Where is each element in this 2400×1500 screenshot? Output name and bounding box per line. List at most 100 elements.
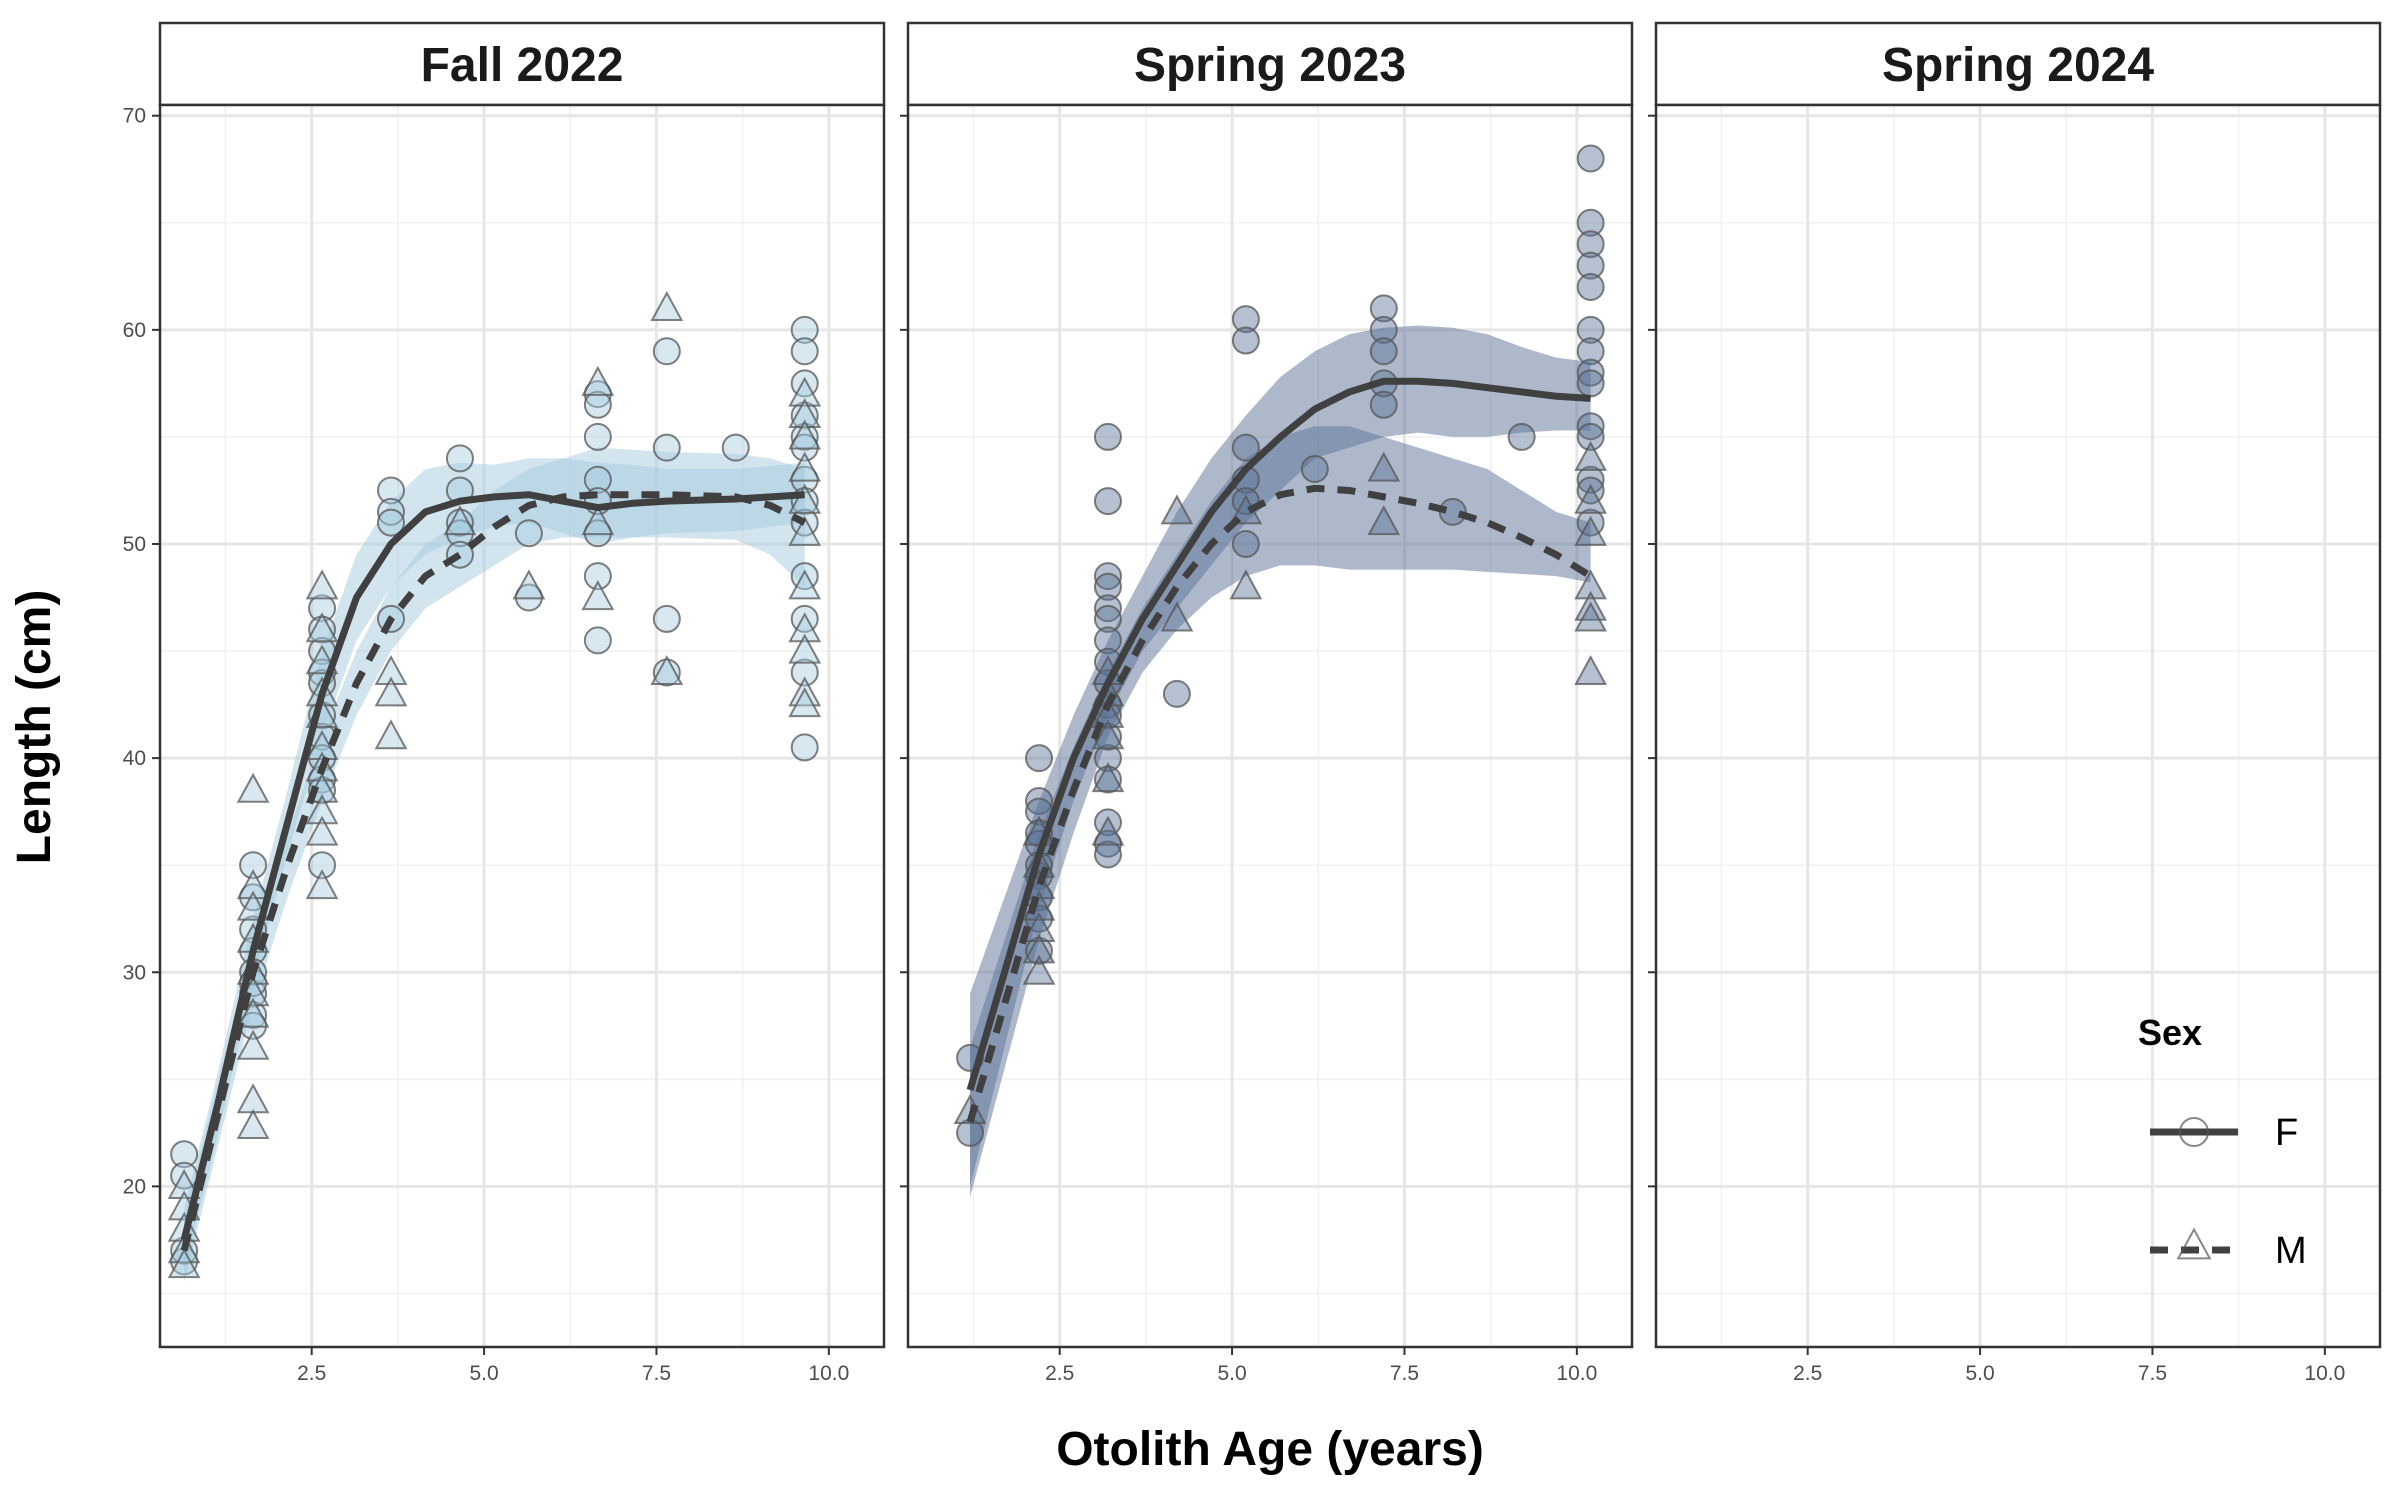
data-points xyxy=(167,290,822,1279)
point-F xyxy=(1369,337,1398,366)
legend-label: M xyxy=(2275,1230,2307,1272)
point-M xyxy=(1022,911,1056,942)
point-M xyxy=(1091,815,1125,846)
y-tick-label: 50 xyxy=(123,533,146,556)
y-axis xyxy=(1648,114,1656,1188)
point-M xyxy=(788,633,822,664)
point-M xyxy=(788,612,822,643)
plot-background xyxy=(908,105,1632,1347)
point-M xyxy=(581,505,615,536)
point-F xyxy=(445,444,474,473)
y-tick-label: 60 xyxy=(123,319,146,342)
point-M xyxy=(1367,505,1401,536)
point-F xyxy=(652,337,681,366)
point-M xyxy=(1160,494,1194,525)
fit-lines xyxy=(966,377,1593,1124)
point-M xyxy=(1574,515,1608,546)
point-M xyxy=(1574,590,1608,621)
point-M xyxy=(788,398,822,429)
point-F xyxy=(1093,840,1122,869)
point-F xyxy=(308,615,337,644)
point-F xyxy=(1576,315,1605,344)
point-F xyxy=(1369,315,1398,344)
point-M xyxy=(788,515,822,546)
point-F xyxy=(1576,465,1605,494)
point-M xyxy=(788,419,822,450)
x-axis: 2.5 5.0 7.5 10.0 xyxy=(1793,1347,2345,1385)
point-F xyxy=(1231,529,1260,558)
point-M xyxy=(1022,954,1056,985)
grid-lines xyxy=(908,105,1632,1347)
point-F xyxy=(790,315,819,344)
point-M xyxy=(788,483,822,514)
point-F xyxy=(1576,422,1605,451)
point-F xyxy=(1576,369,1605,398)
x-axis-title: Otolith Age (years) xyxy=(1056,1423,1484,1476)
y-tick-label: 70 xyxy=(123,105,146,128)
point-M xyxy=(1022,933,1056,964)
x-axis: 2.5 5.0 7.5 10.0 xyxy=(297,1347,849,1385)
plot-background xyxy=(1656,105,2380,1347)
y-axis xyxy=(900,114,908,1188)
point-F xyxy=(652,658,681,687)
point-F xyxy=(445,508,474,537)
x-axis: 2.5 5.0 7.5 10.0 xyxy=(1045,1347,1597,1385)
point-M xyxy=(788,451,822,482)
point-M xyxy=(236,1029,270,1060)
legend-triangle-icon xyxy=(2176,1227,2212,1260)
point-F xyxy=(514,519,543,548)
point-M xyxy=(1091,697,1125,728)
point-M xyxy=(443,505,477,536)
point-F xyxy=(790,658,819,687)
legend: Sex F M xyxy=(2138,1012,2307,1272)
point-F xyxy=(1093,572,1122,601)
point-F xyxy=(1231,305,1260,334)
point-M xyxy=(788,687,822,718)
point-F xyxy=(790,337,819,366)
point-F xyxy=(583,626,612,655)
confidence-band-F xyxy=(970,325,1591,1187)
point-M xyxy=(305,569,339,600)
panel-2: Spring 2024 2.5 5.0 7.5 10.0 xyxy=(1648,21,2382,1385)
legend-label: F xyxy=(2275,1112,2298,1154)
fit-line-F xyxy=(180,491,805,1241)
point-M xyxy=(1160,601,1194,632)
confidence-band-M xyxy=(970,426,1591,1198)
point-F xyxy=(1576,412,1605,441)
point-F xyxy=(170,1140,199,1169)
point-F xyxy=(721,433,750,462)
panel-title: Fall 2022 xyxy=(421,39,624,92)
point-M xyxy=(305,794,339,825)
confidence-band-M xyxy=(184,447,805,1283)
point-F xyxy=(1300,455,1329,484)
point-M xyxy=(788,376,822,407)
x-tick-label: 5.0 xyxy=(1217,1362,1246,1385)
y-tick-label: 20 xyxy=(123,1175,146,1198)
point-F xyxy=(308,851,337,880)
x-tick-label: 7.5 xyxy=(1390,1362,1419,1385)
point-F xyxy=(1093,765,1122,794)
point-M xyxy=(953,1093,987,1124)
point-M xyxy=(305,729,339,760)
panel-0: Fall 2022 2.5 5.0 7.5 10.0 20 30 40 50 60 70 xyxy=(123,21,886,1385)
point-M xyxy=(788,569,822,600)
legend-entry-M: M xyxy=(2150,1227,2307,1272)
point-M xyxy=(650,654,684,686)
fit-lines xyxy=(180,491,807,1252)
point-M xyxy=(650,290,684,321)
point-F xyxy=(1576,358,1605,387)
point-M xyxy=(236,997,270,1028)
point-M xyxy=(1574,654,1608,686)
x-tick-label: 10.0 xyxy=(1556,1362,1597,1385)
point-F xyxy=(790,422,819,451)
x-tick-label: 2.5 xyxy=(1793,1362,1822,1385)
point-F xyxy=(1369,294,1398,323)
point-F xyxy=(652,433,681,462)
point-M xyxy=(305,815,339,846)
point-F xyxy=(1231,326,1260,355)
x-tick-label: 10.0 xyxy=(808,1362,849,1385)
point-M xyxy=(167,1168,201,1199)
panels-layer: Fall 2022 2.5 5.0 7.5 10.0 20 30 40 50 60 70 Spring… xyxy=(123,21,2382,1385)
point-F xyxy=(1576,251,1605,280)
